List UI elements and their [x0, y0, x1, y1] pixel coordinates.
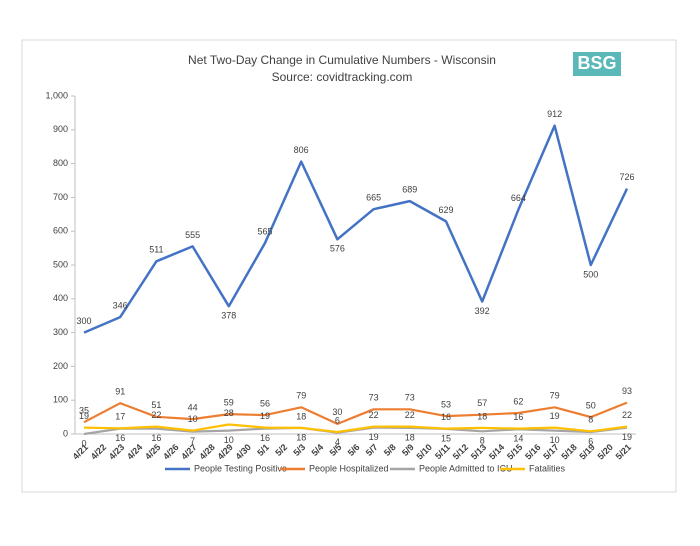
data-label: 14 — [513, 434, 523, 444]
data-label: 19 — [622, 432, 632, 442]
chart-frame — [21, 39, 677, 493]
data-label: 565 — [257, 226, 272, 236]
data-label: 16 — [151, 433, 161, 443]
data-label: 30 — [332, 407, 342, 417]
line — [83, 401, 628, 425]
data-label: 8 — [588, 415, 593, 425]
data-label: 56 — [260, 398, 270, 408]
data-label: 22 — [622, 410, 632, 420]
data-label: 19 — [79, 411, 89, 421]
data-label: 28 — [224, 408, 234, 418]
data-label: 16 — [441, 412, 451, 422]
data-label: 16 — [513, 412, 523, 422]
data-label: 19 — [550, 411, 560, 421]
data-label: 511 — [149, 245, 163, 255]
data-label: 91 — [115, 387, 125, 397]
line — [83, 423, 628, 434]
y-tick-label: 700 — [53, 192, 68, 202]
data-label: 300 — [76, 316, 91, 326]
data-label: 57 — [477, 398, 487, 408]
data-label: 576 — [330, 244, 345, 254]
y-tick-label: 800 — [53, 158, 68, 168]
data-label: 912 — [547, 109, 562, 119]
data-label: 19 — [369, 432, 379, 442]
data-label: 555 — [185, 230, 200, 240]
y-tick-label: 100 — [53, 395, 68, 405]
data-label: 17 — [115, 412, 125, 422]
data-label: 500 — [583, 269, 598, 279]
data-label: 806 — [294, 145, 309, 155]
data-label: 629 — [438, 205, 453, 215]
y-tick-label: 0 — [63, 428, 68, 438]
data-label: 73 — [405, 393, 415, 403]
y-tick-label: 900 — [53, 124, 68, 134]
data-label: 16 — [115, 433, 125, 443]
data-label: 35 — [79, 406, 89, 416]
data-label: 664 — [511, 193, 526, 203]
data-label: 6 — [588, 436, 593, 446]
legend-label: People Testing Positive — [194, 463, 287, 473]
y-tick-label: 400 — [53, 293, 68, 303]
data-label: 392 — [475, 306, 490, 316]
legend-label: People Hospitalized — [309, 463, 389, 473]
logo-box — [573, 52, 621, 76]
logo-subtitle: Analytics™ LLC — [570, 79, 624, 86]
data-label: 18 — [296, 411, 306, 421]
data-label: 7 — [190, 436, 195, 446]
data-label: 44 — [188, 403, 198, 413]
chart-subtitle: Source: covidtracking.com — [272, 70, 413, 84]
data-label: 346 — [113, 300, 128, 310]
y-tick-label: 600 — [53, 226, 68, 236]
data-label: 16 — [260, 433, 270, 443]
data-label: 378 — [221, 311, 236, 321]
data-label: 6 — [335, 415, 340, 425]
data-label: 10 — [224, 435, 234, 445]
data-label: 79 — [550, 391, 560, 401]
data-label: 18 — [296, 432, 306, 442]
y-tick-label: 500 — [53, 259, 68, 269]
legend-label: People Admitted to ICU — [419, 463, 513, 473]
data-label: 50 — [586, 400, 596, 410]
data-label: 73 — [369, 393, 379, 403]
y-tick-label: 300 — [53, 327, 68, 337]
legend-label: Fatalities — [529, 463, 566, 473]
data-label: 79 — [296, 391, 306, 401]
data-label: 4 — [335, 437, 340, 447]
data-label: 0 — [81, 438, 86, 448]
data-label: 62 — [513, 396, 523, 406]
data-label: 53 — [441, 399, 451, 409]
data-label: 10 — [188, 414, 198, 424]
data-label: 15 — [441, 433, 451, 443]
data-label: 726 — [619, 172, 634, 182]
data-label: 22 — [405, 410, 415, 420]
y-tick-label: 1,000 — [45, 90, 68, 100]
chart-title: Net Two-Day Change in Cumulative Numbers… — [188, 53, 496, 67]
data-label: 10 — [550, 435, 560, 445]
data-label: 689 — [402, 184, 417, 194]
line — [83, 124, 629, 334]
data-label: 51 — [151, 400, 161, 410]
data-label: 665 — [366, 193, 381, 203]
y-tick-label: 200 — [53, 361, 68, 371]
logo: BSG — [577, 53, 616, 73]
data-label: 22 — [151, 410, 161, 420]
data-label: 22 — [369, 410, 379, 420]
data-label: 8 — [480, 436, 485, 446]
data-label: 18 — [405, 432, 415, 442]
data-label: 19 — [260, 411, 270, 421]
data-label: 93 — [622, 386, 632, 396]
data-label: 59 — [224, 397, 234, 407]
data-label: 18 — [477, 411, 487, 421]
